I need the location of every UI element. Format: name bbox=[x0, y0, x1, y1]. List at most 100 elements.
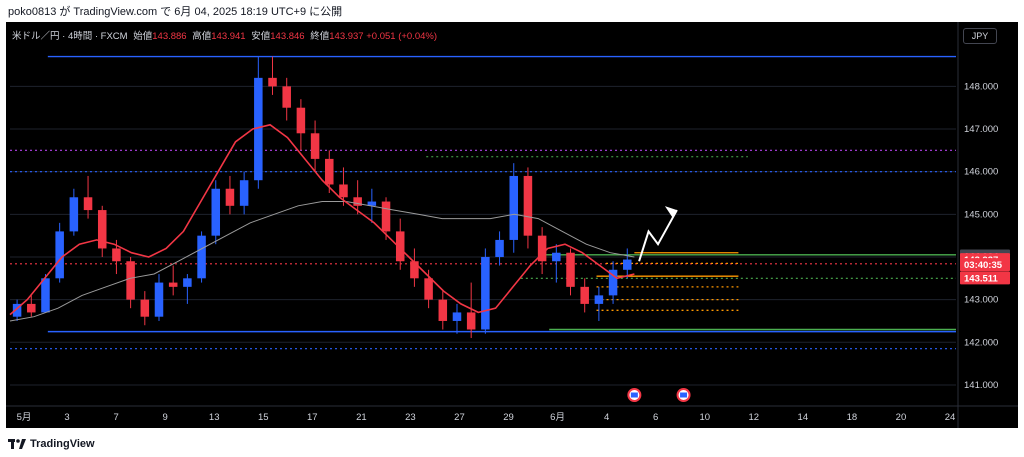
candle-body bbox=[112, 248, 121, 262]
close-value: 143.937 bbox=[329, 31, 364, 42]
time-axis-label: 12 bbox=[749, 412, 760, 423]
price-tag bbox=[960, 258, 1010, 272]
time-axis-label: 15 bbox=[258, 412, 269, 423]
candle-body bbox=[566, 252, 575, 287]
footer: TradingView bbox=[0, 430, 1024, 457]
ohlc-legend: 米ドル／円 · 4時間 · FXCM 始値143.886 高値143.941 安… bbox=[12, 28, 437, 42]
time-axis-label: 23 bbox=[405, 412, 416, 423]
candle-body bbox=[282, 86, 291, 108]
price-tag-text: 143.511 bbox=[964, 273, 999, 284]
time-axis-label: 7 bbox=[113, 412, 118, 423]
symbol-label: 米ドル／円 · 4時間 · FXCM bbox=[12, 31, 128, 42]
price-tag bbox=[960, 271, 1010, 285]
candle-body bbox=[12, 303, 22, 317]
time-axis-label: 13 bbox=[209, 412, 220, 423]
tradingview-icon bbox=[8, 438, 26, 449]
forecast-arrow bbox=[638, 209, 678, 262]
candle-body bbox=[126, 261, 135, 300]
time-axis-label: 3 bbox=[64, 412, 69, 423]
candle-body bbox=[325, 158, 334, 185]
price-axis-label: 145.000 bbox=[964, 209, 998, 220]
time-axis-label: 5月 bbox=[17, 412, 32, 423]
candle-body bbox=[509, 175, 519, 240]
candle-body bbox=[552, 252, 561, 262]
candle-body bbox=[523, 175, 533, 236]
candle-body bbox=[140, 299, 150, 317]
time-axis-label: 18 bbox=[847, 412, 858, 423]
low-label: 安値 bbox=[251, 31, 271, 42]
forecast-arrow-head bbox=[664, 206, 677, 219]
candle-body bbox=[339, 184, 348, 198]
candle-body bbox=[580, 286, 589, 304]
candle-body bbox=[623, 259, 632, 270]
candle-body bbox=[608, 269, 618, 296]
tradingview-logo[interactable]: TradingView bbox=[8, 438, 95, 450]
candle-body bbox=[83, 197, 93, 211]
candle-body bbox=[168, 282, 178, 287]
candle-body bbox=[27, 303, 36, 313]
candle-body bbox=[69, 197, 79, 232]
candle-body bbox=[239, 180, 249, 206]
currency-button[interactable]: JPY bbox=[963, 28, 997, 44]
price-axis-label: 143.000 bbox=[964, 295, 998, 306]
time-axis-label: 27 bbox=[454, 412, 465, 423]
candle-body bbox=[254, 77, 263, 181]
time-axis-label: 20 bbox=[896, 412, 907, 423]
us-flag-icon bbox=[680, 392, 688, 398]
open-value: 143.886 bbox=[152, 31, 187, 42]
time-axis-label: 14 bbox=[798, 412, 809, 423]
candlestick-chart[interactable]: 141.000142.000143.000144.000145.000146.0… bbox=[6, 22, 1018, 428]
candle-body bbox=[55, 231, 64, 279]
candle-body bbox=[353, 197, 362, 206]
candle-body bbox=[452, 312, 462, 321]
time-axis-label: 6月 bbox=[550, 412, 565, 423]
ma-slow-line bbox=[9, 201, 635, 322]
price-tag-text: 03:40:35 bbox=[964, 260, 1003, 271]
us-flag-icon bbox=[630, 392, 638, 398]
price-axis-label: 142.000 bbox=[964, 337, 998, 348]
time-axis-label: 24 bbox=[945, 412, 956, 423]
candle-body bbox=[481, 256, 490, 330]
price-axis-label: 148.000 bbox=[964, 81, 998, 92]
high-value: 143.941 bbox=[211, 31, 246, 42]
candle-body bbox=[594, 295, 604, 304]
candle-body bbox=[211, 188, 221, 236]
candle-body bbox=[438, 299, 448, 321]
change-value: +0.051 (+0.04%) bbox=[366, 31, 438, 42]
time-axis-label: 21 bbox=[356, 412, 367, 423]
publish-info: poko0813 が TradingView.com で 6月 04, 2025… bbox=[0, 0, 1024, 22]
brand-name: TradingView bbox=[30, 437, 95, 450]
time-axis-label: 6 bbox=[653, 412, 658, 423]
candle-body bbox=[225, 188, 235, 206]
candle-body bbox=[395, 231, 405, 262]
time-axis-label: 4 bbox=[604, 412, 609, 423]
time-axis-label: 17 bbox=[307, 412, 318, 423]
candle-body bbox=[410, 261, 419, 279]
candle-body bbox=[296, 107, 306, 134]
candle-body bbox=[424, 278, 433, 300]
ma-fast-line bbox=[9, 123, 635, 316]
candle-body bbox=[97, 210, 107, 249]
candle-body bbox=[197, 235, 206, 279]
candle-body bbox=[466, 312, 476, 330]
candle-body bbox=[495, 239, 504, 257]
candle-body bbox=[381, 201, 391, 232]
candle-body bbox=[367, 201, 377, 206]
high-label: 高値 bbox=[192, 31, 212, 42]
time-axis-label: 10 bbox=[699, 412, 710, 423]
candle-body bbox=[537, 235, 547, 262]
candle-body bbox=[154, 282, 164, 317]
chart-frame[interactable]: 141.000142.000143.000144.000145.000146.0… bbox=[6, 22, 1018, 428]
open-label: 始値 bbox=[133, 31, 153, 42]
candle-body bbox=[310, 133, 320, 159]
price-axis-label: 146.000 bbox=[964, 167, 998, 178]
time-axis-label: 29 bbox=[503, 412, 514, 423]
candle-body bbox=[41, 278, 50, 313]
close-label: 終値 bbox=[310, 31, 330, 42]
candle-body bbox=[268, 77, 277, 87]
price-axis-label: 141.000 bbox=[964, 380, 998, 391]
time-axis-label: 9 bbox=[163, 412, 168, 423]
low-value: 143.846 bbox=[270, 31, 305, 42]
candle-body bbox=[183, 278, 192, 287]
price-axis-label: 147.000 bbox=[964, 124, 998, 135]
